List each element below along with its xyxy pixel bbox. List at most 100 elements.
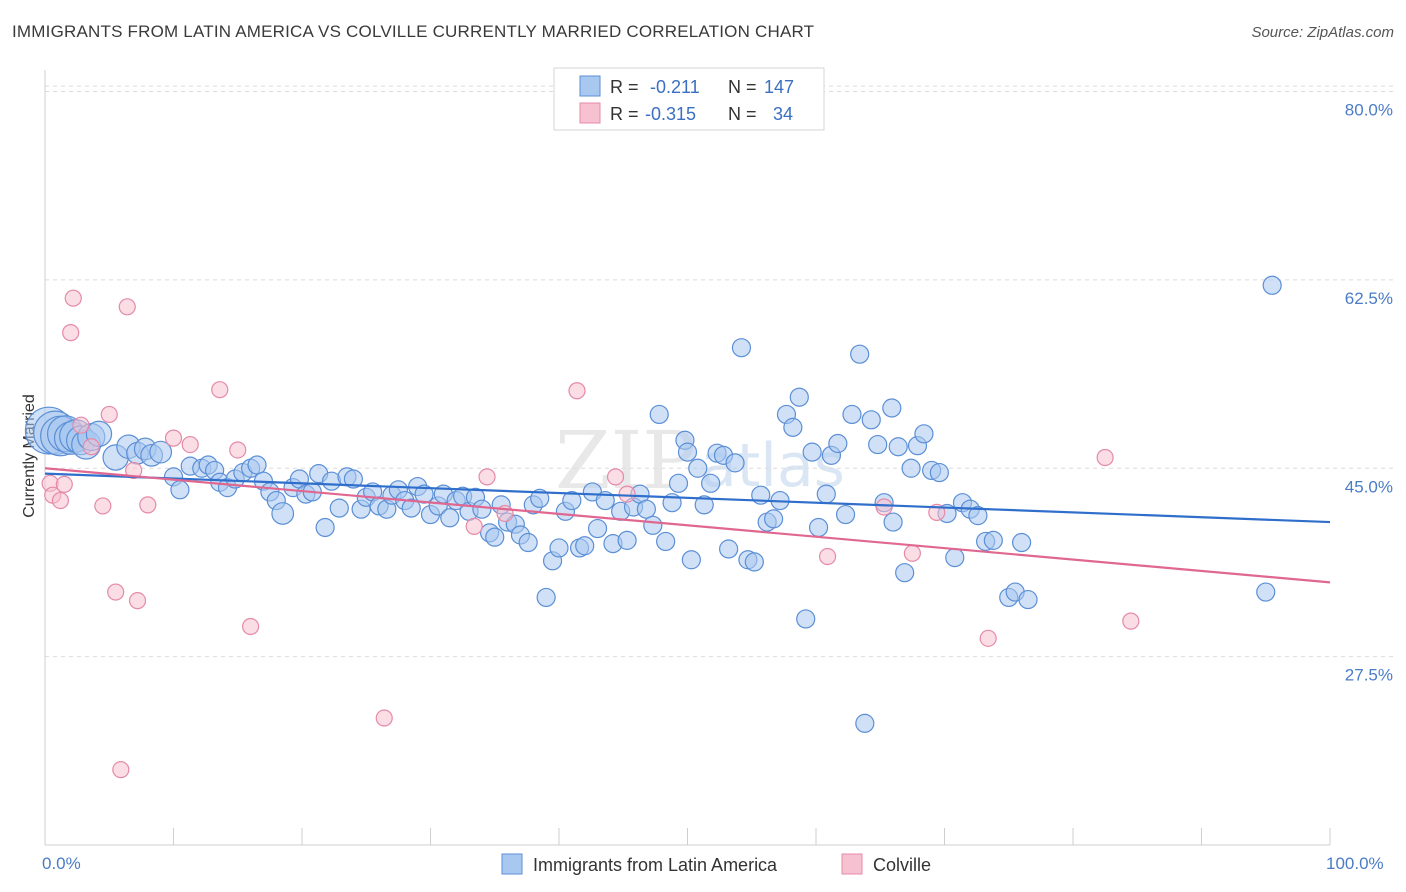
y-tick-label: 80.0% [1345,101,1393,120]
data-point [149,440,173,464]
data-point [72,416,90,434]
data-point [242,617,260,636]
data-point [128,592,147,610]
data-point [617,530,637,550]
trend-line-colville [44,467,1331,584]
data-point [587,518,608,539]
data-point [82,438,100,456]
data-point [112,761,130,779]
data-point [125,461,143,480]
data-point [271,502,295,525]
source-label: Source: ZipAtlas.com [1251,24,1394,41]
data-point [568,382,586,400]
data-point [983,530,1003,550]
data-point [979,629,997,647]
data-point [1096,448,1114,467]
bottom-legend-swatch-blue [501,853,523,875]
data-point [929,462,949,483]
data-point [181,435,199,454]
data-point [968,506,988,526]
trend-line-latin-america [44,472,1331,524]
data-point [164,429,183,447]
x-tick-label-max: 100.0% [1326,854,1384,873]
data-point [1122,612,1140,630]
chart-title: IMMIGRANTS FROM LATIN AMERICA VS COLVILL… [12,22,815,41]
data-point [247,455,267,475]
y-tick-label: 62.5% [1345,289,1393,308]
data-point [802,442,822,462]
data-point [694,495,714,515]
data-point [945,548,965,568]
data-point [643,515,663,535]
data-point [636,499,656,519]
data-point [549,538,569,558]
data-point [118,298,136,316]
data-point [1262,275,1282,295]
data-point [329,498,349,518]
bottom-legend-label-1: Immigrants from Latin America [533,855,778,875]
data-point [744,552,764,572]
series-latin-america-points [24,275,1282,733]
data-point [562,490,582,511]
data-point [94,497,112,515]
data-point [595,490,615,511]
data-point [536,587,556,608]
data-point [139,496,157,514]
data-point [688,458,708,478]
bottom-legend: Immigrants from Latin America Colville [501,853,931,875]
x-tick-label-min: 0.0% [42,854,81,873]
data-point [903,544,921,562]
data-point [343,469,363,489]
data-point [414,484,434,504]
data-point [465,517,483,535]
data-point [828,433,848,454]
data-point [818,547,837,566]
legend-n-label-1: N = [728,77,757,97]
data-point [808,517,829,538]
data-point [229,441,247,459]
data-point [914,424,934,444]
data-point [618,485,636,503]
legend-r-value-1: -0.211 [650,77,700,97]
data-point [783,417,803,437]
data-point [668,473,689,493]
y-tick-label: 27.5% [1345,666,1393,685]
data-point [606,468,625,486]
legend-n-value-1: 147 [764,77,794,97]
data-point [763,509,784,529]
data-point [842,404,862,425]
data-point [796,609,816,629]
data-point [1011,532,1032,553]
data-point [649,404,669,425]
legend-n-label-2: N = [728,104,757,124]
data-point [882,398,902,418]
data-point [51,491,70,510]
data-point [656,531,676,552]
legend-swatch-pink [579,102,601,124]
legend-swatch-blue [579,75,601,97]
data-point [888,437,908,457]
data-point [901,458,921,478]
bottom-legend-label-2: Colville [873,855,931,875]
data-point [731,338,752,358]
data-point [485,527,505,547]
data-point [895,563,915,583]
data-point [719,539,739,559]
y-tick-label: 45.0% [1345,477,1393,496]
trend-lines [44,467,1331,584]
legend-r-label-2: R = [610,104,639,124]
data-point [62,324,80,342]
data-point [855,713,875,733]
data-point [440,508,460,528]
series-colville-points [41,289,1140,779]
data-point [518,532,538,553]
legend: R = -0.211 N = 147 R = -0.315 N = 34 [553,67,825,131]
data-point [868,434,888,455]
data-point [401,498,421,518]
data-point [478,468,496,486]
data-point [850,344,870,364]
bottom-legend-swatch-pink [841,853,863,875]
data-point [64,289,82,307]
legend-r-label-1: R = [610,77,639,97]
